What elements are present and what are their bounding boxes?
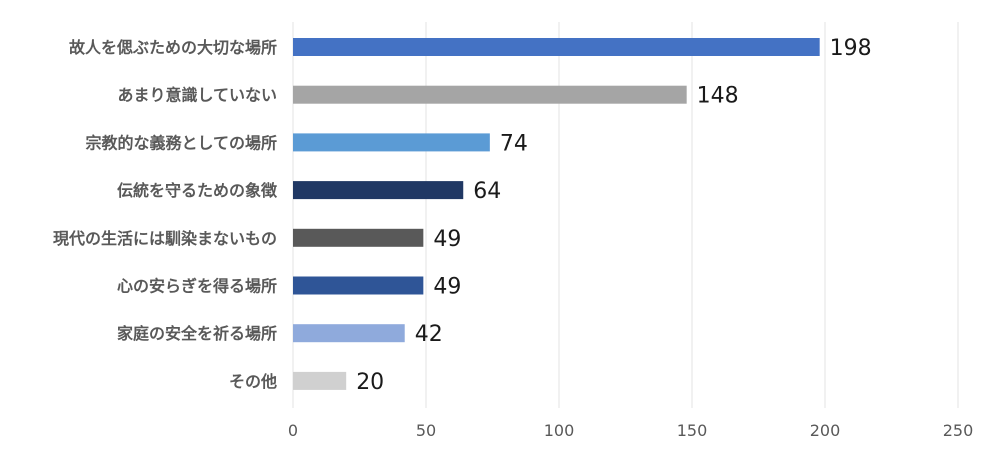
bar-2 [293,133,490,152]
bar-4 [293,228,424,247]
bar-7 [293,371,347,390]
bar-0 [293,38,820,56]
x-axis-tick-labels: 0 50 100 150 200 250 [288,421,973,440]
category-label-3: 伝統を守るための象徴 [117,181,278,200]
bar-6 [293,324,405,343]
category-label-1: あまり意識していない [117,86,277,105]
bar-5 [293,276,424,295]
bar-3 [293,181,464,200]
bar-1 [293,85,687,104]
data-label-0: 198 [830,36,872,61]
category-label-7: その他 [229,372,277,391]
x-tick-label-200: 200 [810,421,841,440]
category-label-5: 心の安らぎを得る場所 [117,277,277,296]
x-tick-label-100: 100 [544,421,575,440]
x-tick-label-150: 150 [677,421,708,440]
data-label-7: 20 [356,370,384,395]
data-label-4: 49 [433,227,461,252]
category-label-0: 故人を偲ぶための大切な場所 [69,38,277,57]
category-label-4: 現代の生活には馴染まないもの [53,229,277,248]
data-label-2: 74 [500,131,528,156]
category-label-6: 家庭の安全を祈る場所 [117,324,277,343]
x-tick-label-0: 0 [288,421,298,440]
data-label-6: 42 [415,322,443,347]
data-label-1: 148 [697,84,739,109]
data-labels: 198 148 74 64 49 49 42 20 [356,36,871,395]
category-label-2: 宗教的な義務としての場所 [85,133,277,152]
data-label-5: 49 [433,275,461,300]
bars [293,38,820,390]
category-labels: 故人を偲ぶための大切な場所あまり意識していない宗教的な義務としての場所伝統を守る… [53,38,278,391]
gridlines [292,22,959,408]
x-tick-label-250: 250 [943,421,974,440]
data-label-3: 64 [473,179,501,204]
x-tick-label-50: 50 [416,421,436,440]
